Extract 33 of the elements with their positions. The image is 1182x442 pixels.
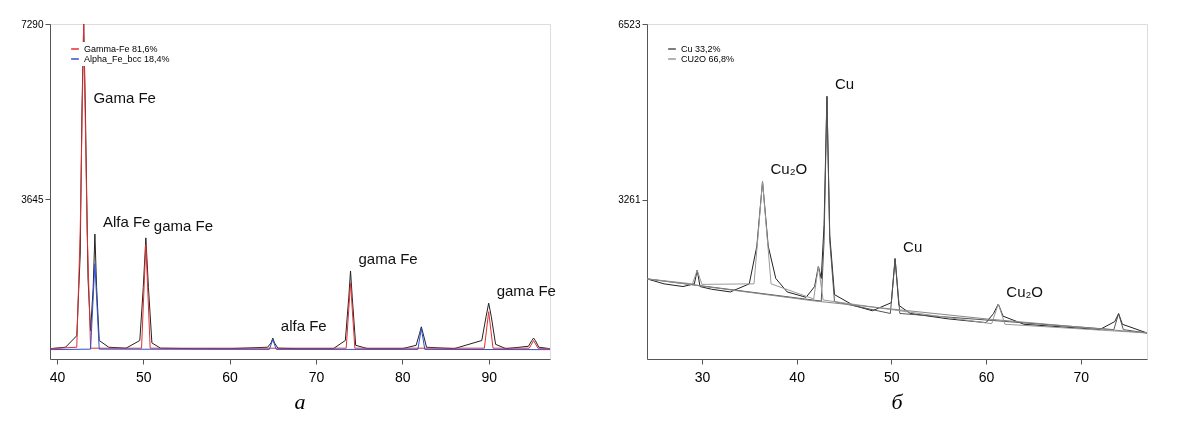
annotation: Cu₂O [1006, 282, 1043, 300]
x-tick-label: 50 [884, 368, 900, 385]
annotation: Alfa Fe [102, 213, 151, 231]
x-tick-label: 40 [49, 368, 66, 385]
legend-label: Alpha_Fe_bcc 18,4% [84, 54, 170, 64]
annotation: gama Fe [153, 216, 214, 234]
x-tick-label: 90 [481, 368, 498, 385]
x-tick-label: 80 [395, 368, 411, 385]
line-series [647, 180, 1147, 334]
legend-label: CU2O 66,8% [681, 54, 735, 64]
annotation: Cu₂O [770, 160, 808, 178]
x-tick-label: 60 [978, 368, 995, 385]
x-tick-label: 70 [308, 368, 325, 385]
annotation: gama Fe [496, 282, 556, 300]
x-tick-label: 30 [694, 368, 711, 385]
annotation: Gama Fe [93, 88, 156, 106]
x-tick-label: 70 [1073, 368, 1090, 385]
y-tick-label: 7290 [21, 18, 44, 30]
annotation: Cu [903, 237, 923, 255]
line-series [647, 278, 1147, 334]
y-tick-label: 6523 [618, 18, 641, 30]
annotation: Cu [834, 75, 855, 93]
text: а [294, 389, 306, 414]
y-tick-label: 3645 [21, 193, 44, 205]
annotation: gama Fe [358, 249, 418, 267]
annotation: alfa Fe [280, 317, 327, 335]
x-tick-label: 50 [135, 368, 152, 385]
x-tick-label: 60 [222, 368, 239, 385]
legend-label: Cu 33,2% [681, 44, 721, 54]
legend-label: Gamma-Fe 81,6% [84, 44, 158, 54]
x-tick-label: 40 [789, 368, 806, 385]
text: б [891, 389, 904, 414]
y-tick-label: 3261 [618, 194, 641, 206]
